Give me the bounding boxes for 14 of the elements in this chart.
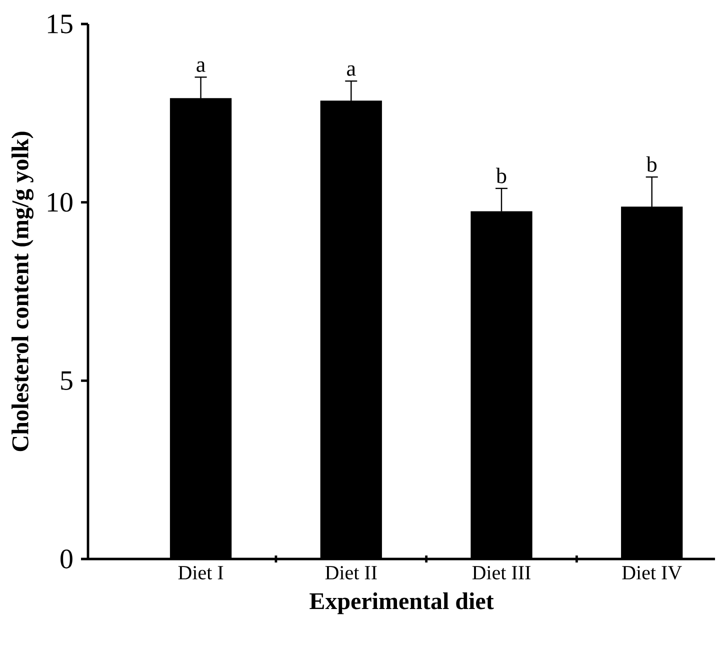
annotation: b bbox=[646, 156, 657, 172]
y-tick-label: 15 bbox=[48, 14, 72, 34]
x-tick-label: Diet III bbox=[472, 566, 531, 580]
y-tick-label: 0 bbox=[60, 550, 72, 568]
x-tick-label: Diet II bbox=[325, 566, 377, 580]
annotation: a bbox=[196, 61, 206, 72]
x-axis-title: Experimental diet bbox=[310, 592, 494, 614]
y-axis-title: Cholesterol content (mg/g yolk) bbox=[12, 132, 34, 452]
y-tick-label: 5 bbox=[61, 371, 72, 390]
x-tick-label: Diet IV bbox=[622, 566, 682, 580]
annotation: a bbox=[347, 65, 356, 76]
y-tick-label: 10 bbox=[48, 192, 72, 212]
x-tick-label: Diet I bbox=[178, 566, 224, 580]
annotation: b bbox=[496, 168, 506, 184]
